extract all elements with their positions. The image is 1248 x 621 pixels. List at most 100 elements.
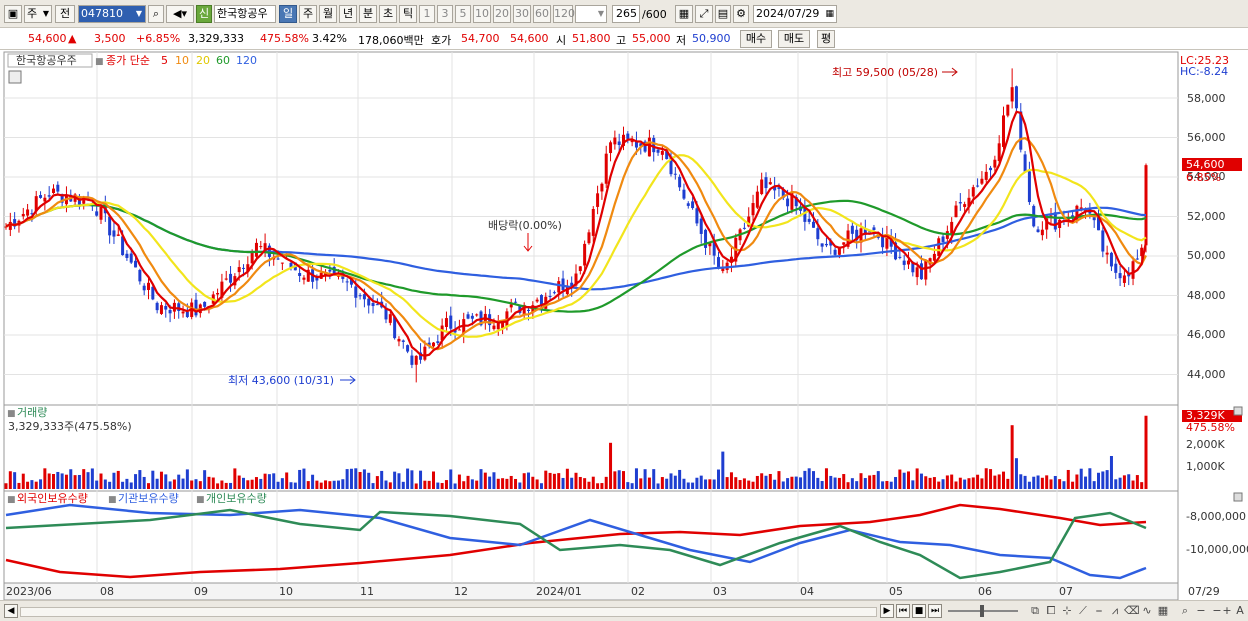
scroll-left-icon[interactable]: ◀ xyxy=(4,604,18,618)
low-price: 50,900 xyxy=(692,32,731,45)
x-label-2023-06: 2023/06 xyxy=(6,585,52,598)
scroll-end-icon[interactable]: ⏭ xyxy=(928,604,942,618)
market-select[interactable]: 주 ▼ xyxy=(24,5,52,23)
candle-body xyxy=(466,314,470,319)
period-day-tab[interactable]: 일 xyxy=(279,5,297,23)
dividend-annotation: 배당락(0.00%) xyxy=(488,219,562,232)
horizontal-line-icon[interactable]: ⎯ xyxy=(1096,604,1102,617)
indicator-icon[interactable]: ▦ xyxy=(675,5,693,23)
save-icon[interactable]: ▤ xyxy=(715,5,731,23)
search-icon[interactable]: ⌕ xyxy=(148,5,164,23)
volume-bar xyxy=(850,478,854,489)
volume-panel-close-icon[interactable] xyxy=(1233,406,1243,416)
period-year-tab[interactable]: 년 xyxy=(339,5,357,23)
price-panel-title-box[interactable] xyxy=(7,53,93,68)
scroll-start-icon[interactable]: ⏮ xyxy=(896,604,910,618)
interval-10-button[interactable]: 10 xyxy=(473,5,491,23)
candle-body xyxy=(1118,273,1122,279)
zoom-slider-handle[interactable] xyxy=(980,605,984,617)
interval-120-button[interactable]: 120 xyxy=(553,5,575,23)
stock-chart[interactable]: 한국항공우주 ■ 종가 단순 5 10 20 60 120 LC:25.23 H… xyxy=(0,50,1248,600)
volume-bar xyxy=(682,478,686,489)
evaluate-button[interactable]: 평 xyxy=(817,30,835,48)
period-week-tab[interactable]: 주 xyxy=(299,5,317,23)
volume-bar xyxy=(691,482,695,489)
volume-bar xyxy=(125,478,129,489)
holding-panel-close-icon[interactable] xyxy=(1233,492,1243,502)
volume-bar xyxy=(457,474,461,489)
interval-5-button[interactable]: 5 xyxy=(455,5,471,23)
candle-body xyxy=(362,294,366,300)
candle-body xyxy=(600,183,604,192)
candle-body xyxy=(747,216,751,227)
volume-bar xyxy=(475,480,479,489)
volume-bar xyxy=(285,472,289,489)
candle-body xyxy=(669,156,673,175)
window-icon[interactable]: ▣ xyxy=(4,5,22,23)
copy-icon[interactable]: ⧉ xyxy=(1031,604,1039,617)
interval-30-button[interactable]: 30 xyxy=(513,5,531,23)
chart-scrollbar[interactable]: ◀ ▶ ⏮ ■ ⏭ ⧉ ⧠ ⊹ ⟋ ⎯ ⩘ ⌫ ∿ ▦ ⌕ − − + A xyxy=(0,600,1248,621)
interval-60-button[interactable]: 60 xyxy=(533,5,551,23)
candle-body xyxy=(1002,115,1005,147)
candle-body xyxy=(1105,252,1109,255)
volume-bar xyxy=(328,481,332,489)
table-toggle-icon[interactable] xyxy=(8,70,22,84)
volume-bar xyxy=(786,478,790,489)
window-split-icon[interactable]: ⧠ xyxy=(1046,604,1056,617)
interval-custom-input[interactable]: ▼ xyxy=(575,5,607,23)
date-input[interactable]: 2024/07/29 ▦ xyxy=(753,5,837,23)
scroll-track[interactable] xyxy=(20,607,877,617)
volume-bar xyxy=(773,479,777,489)
candle-body xyxy=(665,151,669,160)
period-tick-tab[interactable]: 틱 xyxy=(399,5,417,23)
volume-bar xyxy=(1084,476,1088,489)
volume-bar xyxy=(1131,480,1135,489)
period-minute-tab[interactable]: 분 xyxy=(359,5,377,23)
zoom-out-icon[interactable]: − xyxy=(1196,604,1206,617)
volume-bar xyxy=(695,477,699,489)
market-select-label: 주 xyxy=(27,7,38,20)
volume-bar xyxy=(207,476,211,489)
draw-tool-icon[interactable]: ⤢ xyxy=(695,5,713,23)
volume-bar xyxy=(198,481,202,489)
interval-3-button[interactable]: 3 xyxy=(437,5,453,23)
chevron-down-icon: ▼ xyxy=(42,9,49,18)
volume-bar xyxy=(242,477,245,489)
eraser-icon[interactable]: ⌫ xyxy=(1124,604,1140,617)
period-month-tab[interactable]: 월 xyxy=(319,5,337,23)
speaker-icon[interactable]: ◀▾ xyxy=(166,5,194,23)
scroll-right-icon[interactable]: ▶ xyxy=(880,604,894,618)
candle-body xyxy=(354,286,358,298)
volume-bar xyxy=(95,480,99,489)
stock-code-input[interactable]: 047810 ▼ xyxy=(78,5,146,23)
sell-button[interactable]: 매도 xyxy=(778,30,810,48)
fibonacci-icon[interactable]: ⩘ xyxy=(1111,604,1119,617)
text-tool-icon[interactable]: A xyxy=(1236,604,1244,617)
wave-icon[interactable]: ∿ xyxy=(1142,604,1152,617)
buy-button[interactable]: 매수 xyxy=(740,30,772,48)
volume-bar xyxy=(712,479,716,489)
zoom-out-small-icon[interactable]: − xyxy=(1212,604,1222,617)
volume-bar xyxy=(423,480,427,489)
period-second-tab[interactable]: 초 xyxy=(379,5,397,23)
volume-bar xyxy=(138,470,142,489)
zoom-icon[interactable]: ⌕ xyxy=(1181,604,1189,617)
interval-20-button[interactable]: 20 xyxy=(493,5,511,23)
candle-body xyxy=(626,133,630,139)
volume-bar xyxy=(894,477,898,489)
volume-bar xyxy=(1045,475,1049,489)
interval-1-button[interactable]: 1 xyxy=(419,5,435,23)
trendline-icon[interactable]: ⟋ xyxy=(1079,604,1087,617)
data-count-input[interactable]: 265 xyxy=(612,5,640,23)
grid-icon[interactable]: ▦ xyxy=(1157,604,1169,617)
candle-body xyxy=(1019,111,1023,150)
gear-icon[interactable]: ⚙ xyxy=(733,5,749,23)
volume-bar xyxy=(47,473,51,489)
stock-name-field[interactable]: 한국항공우 xyxy=(214,5,276,23)
stop-icon[interactable]: ■ xyxy=(912,604,926,618)
crosshair-icon[interactable]: ⊹ xyxy=(1062,604,1072,617)
foreign-bullet-icon: ■ xyxy=(7,495,16,505)
prev-button[interactable]: 전 xyxy=(55,5,75,23)
zoom-in-icon[interactable]: + xyxy=(1222,604,1232,617)
